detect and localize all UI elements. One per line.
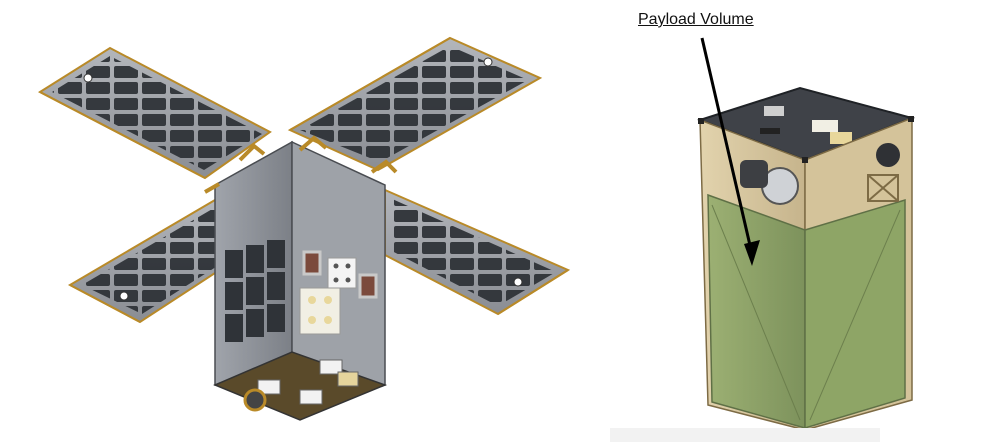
radiator-plate bbox=[299, 287, 341, 335]
payload-volume-label: Payload Volume bbox=[638, 11, 754, 28]
body-solar-cells bbox=[225, 240, 285, 342]
star-tracker-icon bbox=[876, 143, 900, 167]
sensor-plate bbox=[327, 257, 357, 289]
stowed-satellite bbox=[610, 37, 916, 442]
solar-array-lower-right bbox=[384, 188, 571, 316]
sun-sensor-2 bbox=[358, 273, 378, 299]
deployed-satellite bbox=[37, 36, 571, 421]
bottom-lens-icon bbox=[243, 388, 267, 412]
solar-array-lower-left bbox=[67, 198, 237, 324]
arrow-head bbox=[744, 240, 760, 266]
camera-lens-icon bbox=[740, 160, 768, 188]
solar-array-upper-right bbox=[287, 36, 543, 172]
bottom-plate bbox=[213, 351, 388, 421]
satellite-body bbox=[204, 135, 398, 421]
sun-sensor-1 bbox=[302, 250, 322, 276]
annotation-arrow bbox=[700, 37, 754, 255]
solar-array-upper-left bbox=[37, 46, 272, 180]
